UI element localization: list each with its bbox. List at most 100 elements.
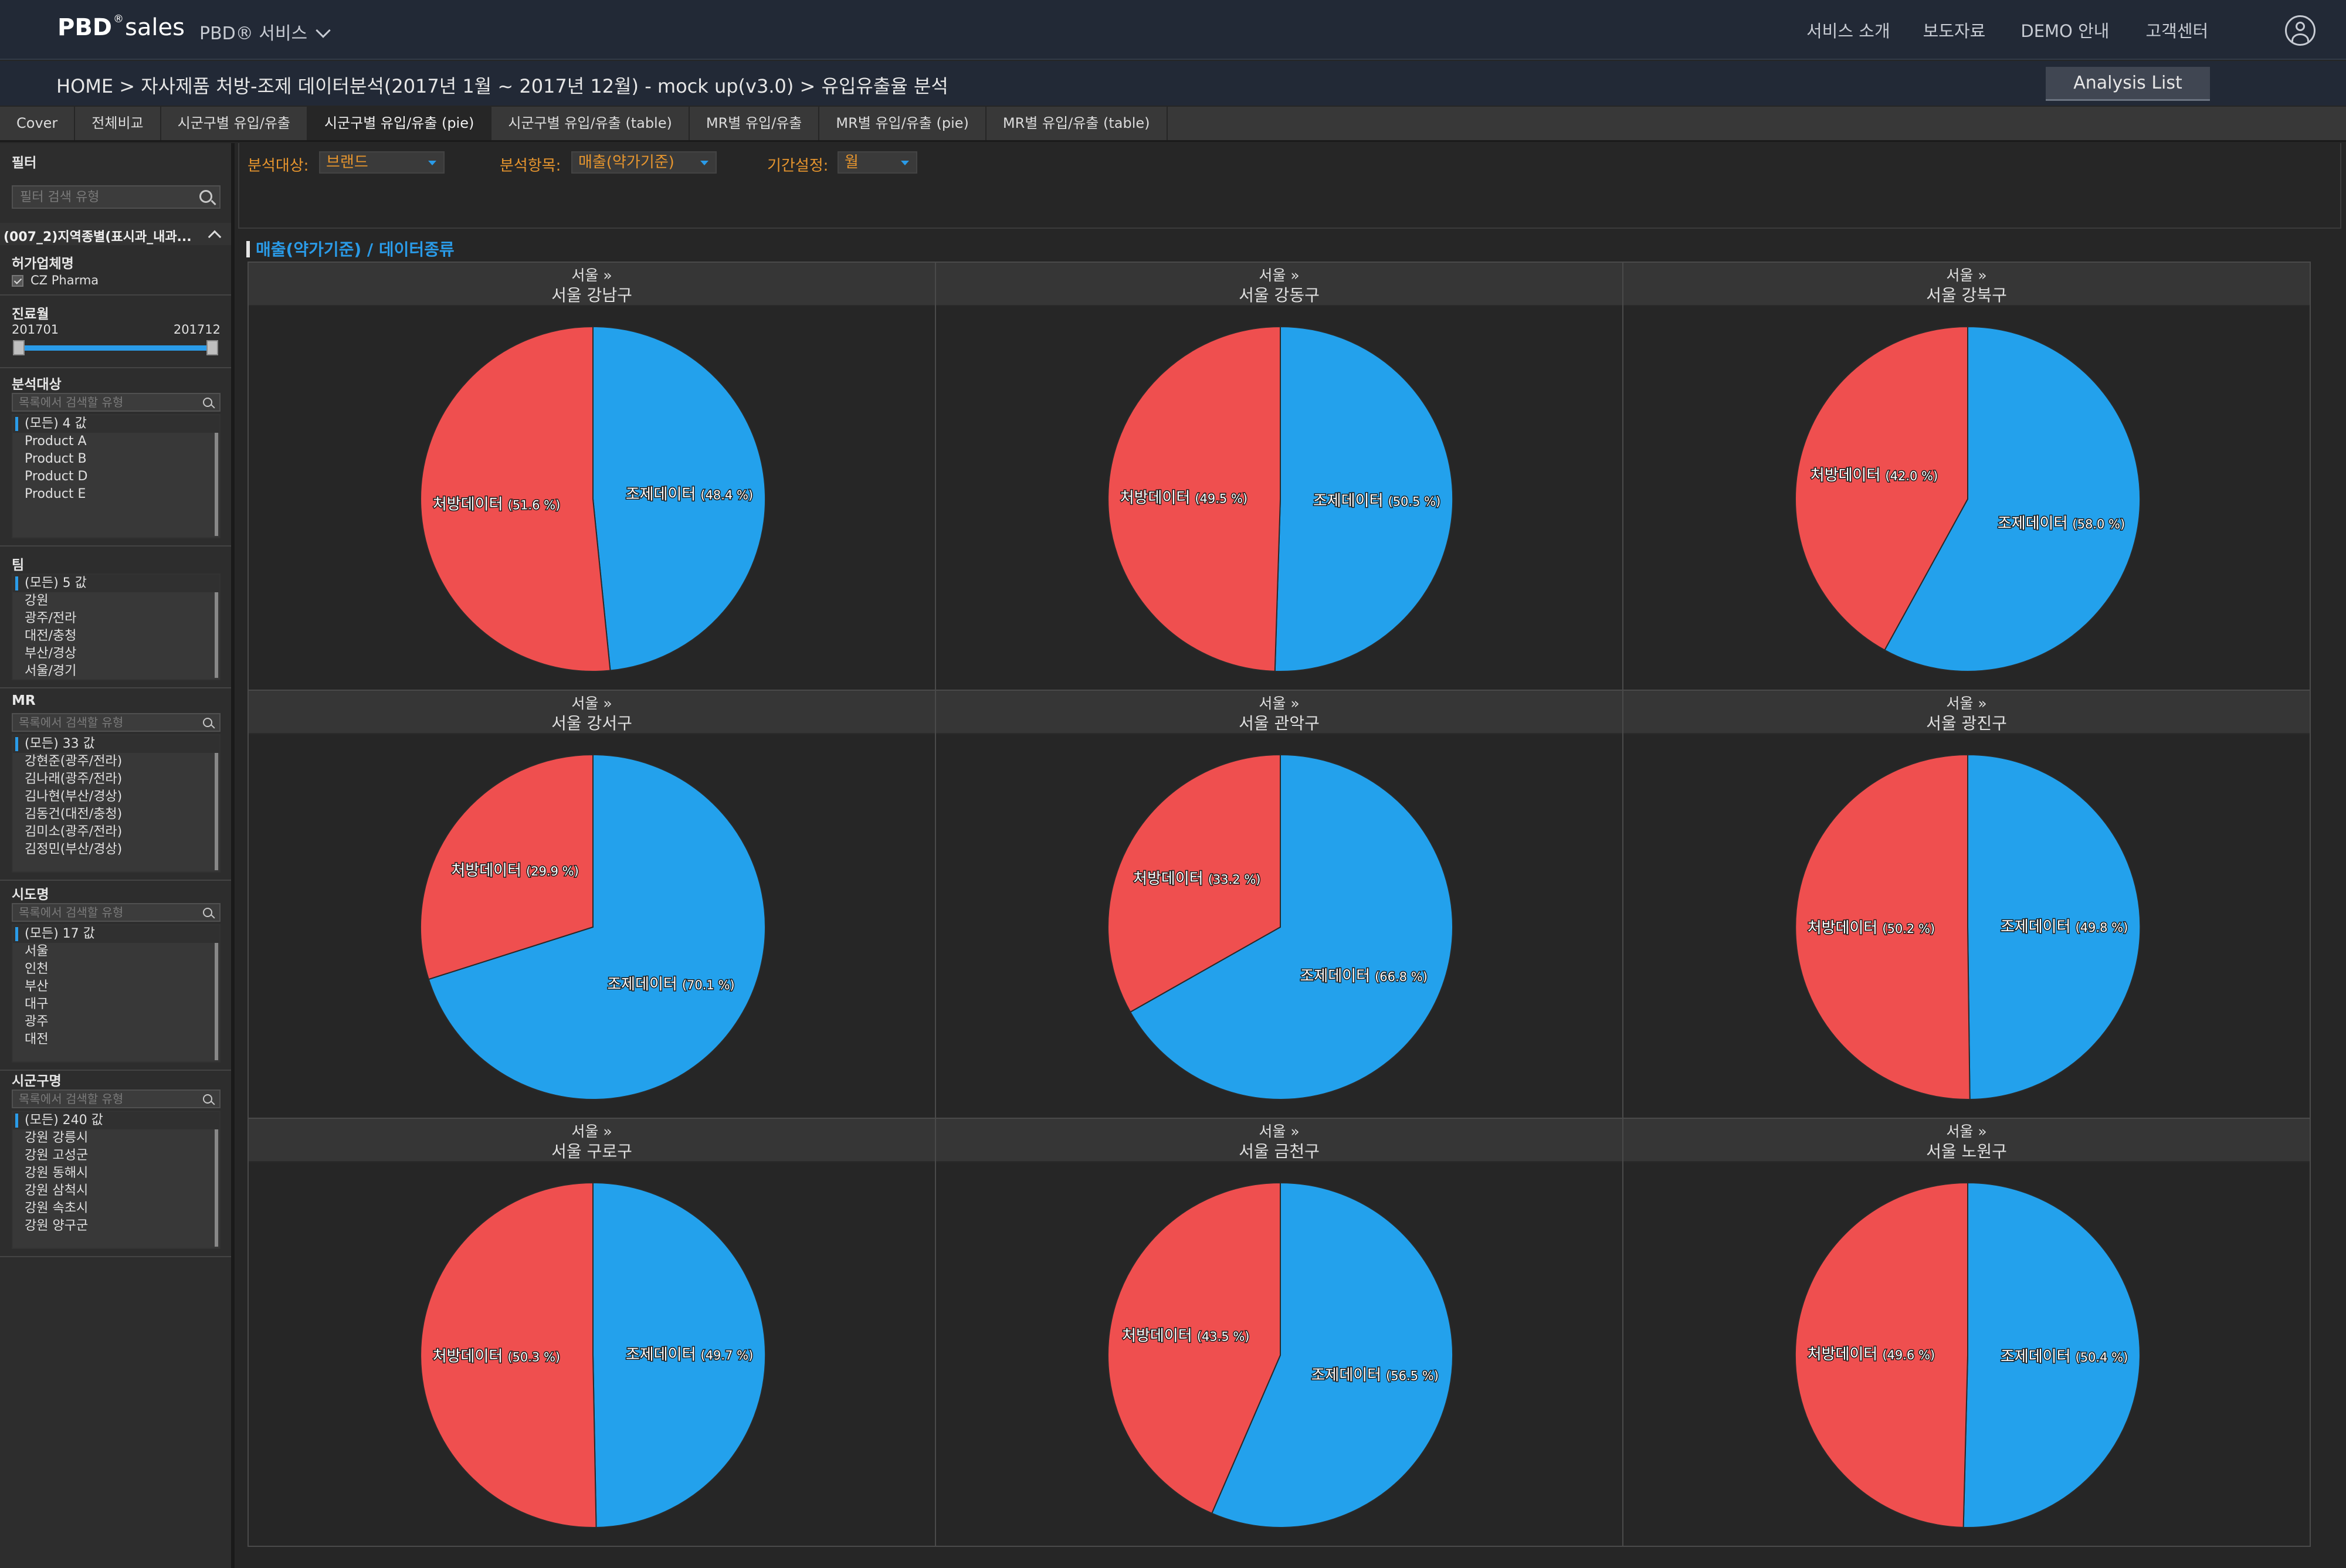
user-account-icon[interactable] [2285, 15, 2316, 46]
search-icon[interactable] [203, 1094, 212, 1104]
nav-press[interactable]: 보도자료 [1923, 21, 1986, 41]
pie-slice-prescription[interactable] [1794, 1182, 1968, 1528]
list-search-input[interactable] [13, 394, 189, 410]
list-item[interactable]: Product A [25, 434, 87, 449]
pie-slice-dispensing[interactable] [1211, 1182, 1453, 1528]
licensee-checkbox[interactable]: CZ Pharma [12, 273, 99, 287]
slice-name-label: 처방데이터 [1808, 1346, 1878, 1363]
period-range-slider[interactable] [13, 340, 218, 355]
tab-district-inflow[interactable]: 시군구별 유입/유출 [161, 107, 308, 140]
list-item[interactable]: 광주/전라 [25, 611, 77, 626]
list-item-all[interactable]: (모든) 33 값 [13, 735, 219, 753]
pie-slice-dispensing[interactable] [1129, 754, 1453, 1100]
pie-slice-dispensing[interactable] [428, 754, 766, 1100]
list-item[interactable]: 대전 [25, 1032, 49, 1047]
slice-name-label: 처방데이터 [1808, 919, 1878, 937]
pie-slice-dispensing[interactable] [1274, 325, 1454, 672]
search-icon[interactable] [203, 908, 212, 917]
list-item[interactable]: 강원 양구군 [25, 1219, 89, 1233]
parameter-bar: 분석대상: 브랜드 분석항목: 매출(약가기준) 기간설정: 월 [238, 143, 2341, 229]
tab-district-inflow-pie[interactable]: 시군구별 유입/유출 (pie) [307, 107, 492, 140]
pie-slice-prescription[interactable] [1795, 325, 1968, 651]
list-item[interactable]: 인천 [25, 962, 49, 976]
pie-slice-prescription[interactable] [1107, 325, 1281, 672]
list-item[interactable]: 대전/충청 [25, 629, 77, 643]
scrollbar[interactable] [215, 577, 218, 678]
nav-service-intro[interactable]: 서비스 소개 [1806, 21, 1890, 41]
param-target-select[interactable]: 브랜드 [319, 151, 445, 174]
filter-listbox[interactable]: (모든) 33 값 강현준(광주/전라) 김나래(광주/전라) 김나현(부산/경상) 김… [12, 734, 221, 873]
nav-customer-center[interactable]: 고객센터 [2145, 21, 2209, 41]
param-period-select[interactable]: 월 [838, 151, 917, 174]
list-item[interactable]: 부산 [25, 979, 49, 994]
pie-slice-prescription[interactable] [1107, 754, 1281, 1013]
list-item[interactable]: 김정민(부산/경상) [25, 842, 123, 857]
service-menu-dropdown[interactable]: PBD® 서비스 [199, 19, 331, 45]
scrollbar[interactable] [215, 928, 218, 1060]
list-item[interactable]: 대구 [25, 997, 49, 1012]
nav-demo[interactable]: DEMO 안내 [2020, 21, 2110, 41]
filter-listbox[interactable]: (모든) 4 값 Product A Product B Product D Produ… [12, 414, 221, 538]
pie-slice-dispensing[interactable] [592, 325, 766, 671]
scrollbar[interactable] [215, 738, 218, 870]
list-item[interactable]: 강원 속초시 [25, 1201, 89, 1216]
panel-region-label: 서울 » [571, 695, 612, 712]
pie-slice-dispensing[interactable] [1884, 325, 2141, 672]
pie-slice-prescription[interactable] [420, 325, 611, 672]
scrollbar[interactable] [215, 418, 218, 536]
chevron-up-icon[interactable] [208, 230, 222, 244]
search-icon[interactable] [203, 398, 212, 407]
list-item[interactable]: Product B [25, 452, 87, 466]
list-item-all[interactable]: (모든) 4 값 [13, 415, 219, 433]
list-item[interactable]: 김미소(광주/전라) [25, 824, 123, 839]
pie-slice-dispensing[interactable] [592, 1182, 767, 1528]
pie-slice-prescription[interactable] [1107, 1182, 1281, 1515]
pie-slice-prescription[interactable] [1795, 754, 1971, 1100]
list-item[interactable]: 강원 삼척시 [25, 1183, 89, 1198]
scrollbar[interactable] [215, 1114, 218, 1247]
list-item[interactable]: 강원 [25, 593, 49, 608]
list-item[interactable]: 서울/경기 [25, 664, 77, 678]
list-item[interactable]: 서울 [25, 944, 49, 959]
slider-handle-start[interactable] [13, 340, 25, 355]
analysis-list-button[interactable]: Analysis List [2046, 67, 2210, 101]
list-item[interactable]: 부산/경상 [25, 646, 77, 661]
list-item[interactable]: 광주 [25, 1014, 49, 1029]
list-item[interactable]: 김나래(광주/전라) [25, 772, 123, 786]
tab-mr-inflow[interactable]: MR별 유입/유출 [690, 107, 820, 140]
list-item[interactable]: 강원 강릉시 [25, 1131, 89, 1145]
list-item[interactable]: 김나현(부산/경상) [25, 789, 123, 804]
pie-slice-dispensing[interactable] [1967, 754, 2141, 1100]
list-item[interactable]: Product D [25, 469, 88, 484]
list-item[interactable]: 강원 동해시 [25, 1166, 89, 1180]
filter-search-input[interactable] [13, 186, 189, 208]
list-item-all[interactable]: (모든) 5 값 [13, 575, 219, 592]
list-item[interactable]: 강현준(광주/전라) [25, 754, 123, 769]
tab-mr-inflow-table[interactable]: MR별 유입/유출 (table) [986, 107, 1168, 140]
list-item[interactable]: 김동건(대전/충청) [25, 807, 123, 822]
tab-overall-compare[interactable]: 전체비교 [75, 107, 161, 140]
checkbox-checked-icon[interactable] [12, 275, 23, 287]
pbd-sales-logo[interactable]: PBD ®sales [57, 13, 185, 41]
list-search-input[interactable] [13, 904, 189, 921]
search-icon[interactable] [203, 718, 212, 727]
list-search-input[interactable] [13, 1091, 189, 1107]
list-item[interactable]: Product E [25, 487, 86, 501]
pie-slice-dispensing[interactable] [1962, 1182, 2141, 1528]
list-item[interactable]: 강원 고성군 [25, 1148, 89, 1163]
list-item-all[interactable]: (모든) 240 값 [13, 1112, 219, 1129]
param-item-select[interactable]: 매출(약가기준) [571, 151, 717, 174]
list-item-all[interactable]: (모든) 17 값 [13, 925, 219, 943]
tab-cover[interactable]: Cover [0, 107, 76, 140]
pie-slice-prescription[interactable] [420, 754, 594, 980]
search-icon[interactable] [199, 190, 212, 203]
tab-mr-inflow-pie[interactable]: MR별 유입/유출 (pie) [819, 107, 986, 140]
list-search-input[interactable] [13, 714, 189, 731]
tab-district-inflow-table[interactable]: 시군구별 유입/유출 (table) [491, 107, 690, 140]
pie-slice-prescription[interactable] [420, 1182, 597, 1528]
slider-handle-end[interactable] [206, 340, 218, 355]
filter-field-header[interactable]: (007_2)지역종별(표시과_내과... [0, 223, 231, 245]
